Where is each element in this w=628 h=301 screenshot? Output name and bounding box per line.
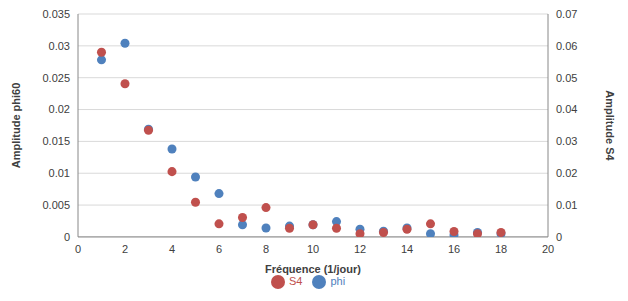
svg-text:0.025: 0.025 — [42, 72, 70, 84]
svg-text:0: 0 — [75, 243, 81, 255]
svg-text:0.02: 0.02 — [556, 167, 577, 179]
svg-text:0: 0 — [64, 231, 70, 243]
svg-text:Amplitude S4: Amplitude S4 — [604, 90, 616, 161]
svg-text:0.01: 0.01 — [556, 199, 577, 211]
svg-text:0.06: 0.06 — [556, 40, 577, 52]
svg-text:0.05: 0.05 — [556, 72, 577, 84]
svg-text:2: 2 — [122, 243, 128, 255]
svg-text:12: 12 — [354, 243, 366, 255]
svg-text:6: 6 — [216, 243, 222, 255]
svg-text:20: 20 — [542, 243, 554, 255]
svg-text:16: 16 — [448, 243, 460, 255]
svg-text:0.03: 0.03 — [556, 135, 577, 147]
svg-text:0.07: 0.07 — [556, 8, 577, 20]
svg-text:14: 14 — [401, 243, 413, 255]
svg-text:0.02: 0.02 — [49, 103, 70, 115]
svg-text:10: 10 — [307, 243, 319, 255]
html-text:phi: phi — [330, 274, 346, 287]
svg-text:0.04: 0.04 — [556, 103, 577, 115]
svg-text:Amplitude phi60: Amplitude phi60 — [10, 83, 22, 169]
svg-text:0.015: 0.015 — [42, 135, 70, 147]
html-text:S4: S4 — [288, 274, 303, 287]
svg-text:0.035: 0.035 — [42, 8, 70, 20]
svg-text:18: 18 — [495, 243, 507, 255]
svg-text:Fréquence (1/jour): Fréquence (1/jour) — [265, 263, 361, 275]
svg-text:0.01: 0.01 — [49, 167, 70, 179]
svg-text:4: 4 — [169, 243, 175, 255]
svg-text:8: 8 — [263, 243, 269, 255]
svg-text:0.005: 0.005 — [42, 199, 70, 211]
svg-text:0: 0 — [556, 231, 562, 243]
svg-text:0.03: 0.03 — [49, 40, 70, 52]
